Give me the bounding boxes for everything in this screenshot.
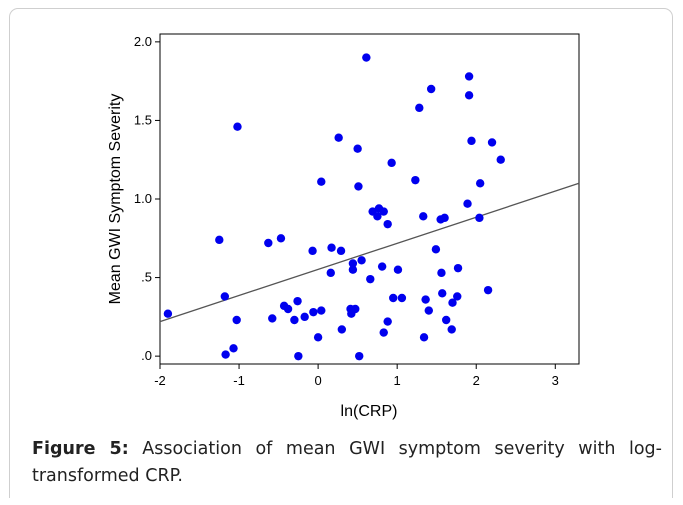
x-tick-label: 0: [314, 373, 321, 388]
data-point: [464, 72, 474, 81]
data-point: [317, 177, 326, 186]
data-point: [383, 219, 392, 229]
y-axis-title: Mean GWI Symptom Severity: [107, 94, 124, 305]
data-point: [373, 212, 382, 221]
x-tick-label: -1: [233, 373, 245, 388]
data-point: [163, 309, 173, 318]
data-points: [163, 53, 505, 361]
data-point: [379, 207, 388, 216]
data-point: [290, 315, 299, 325]
data-point: [448, 298, 457, 307]
y-tick-label: 2.0: [134, 34, 152, 49]
data-point: [415, 103, 424, 113]
data-point: [276, 234, 286, 243]
y-axis: .0 .5 1.0 1.5 2.0: [134, 34, 160, 363]
data-point: [463, 199, 472, 208]
x-axis: -2 -1 0 1 2 3: [154, 364, 559, 388]
data-point: [215, 235, 224, 245]
data-point: [354, 182, 363, 191]
data-point: [389, 293, 398, 303]
x-tick-label: 1: [394, 373, 401, 388]
data-point: [308, 246, 317, 256]
data-point: [419, 333, 429, 342]
regression-line: [159, 182, 580, 323]
data-point: [475, 179, 485, 188]
data-point: [397, 293, 407, 303]
data-point: [268, 314, 277, 323]
data-point: [437, 268, 446, 278]
data-point: [496, 155, 505, 164]
data-point: [283, 304, 293, 314]
data-point: [475, 213, 484, 223]
data-point: [377, 262, 387, 271]
scatter-chart: .0 .5 1.0 1.5 2.0 -2 -1 0 1 2 3 ln(CRP) Mean GWI …: [107, 33, 580, 420]
x-tick-label: -2: [154, 373, 166, 388]
data-point: [313, 333, 323, 342]
data-point: [337, 325, 347, 334]
data-point: [487, 138, 497, 147]
data-point: [387, 158, 396, 168]
data-point: [453, 263, 463, 273]
y-tick-label: 1.5: [134, 112, 152, 127]
data-point: [317, 306, 326, 315]
data-point: [483, 285, 493, 295]
data-point: [220, 292, 230, 301]
plot-area: [159, 33, 580, 365]
data-point: [366, 274, 375, 284]
y-tick-label: .0: [141, 348, 152, 363]
figure-frame: [9, 8, 673, 498]
data-point: [351, 304, 360, 314]
data-point: [357, 256, 366, 265]
x-axis-title: ln(CRP): [341, 403, 398, 420]
data-point: [440, 213, 449, 223]
data-point: [353, 144, 362, 153]
data-point: [362, 53, 371, 62]
data-point: [336, 246, 346, 256]
y-tick-label: .5: [141, 270, 152, 285]
data-point: [379, 328, 388, 337]
data-point: [229, 344, 238, 353]
data-point: [294, 351, 303, 361]
data-point: [453, 292, 462, 301]
data-point: [467, 136, 476, 146]
data-point: [326, 268, 335, 278]
data-point: [426, 84, 436, 94]
data-point: [419, 212, 428, 221]
data-point: [438, 289, 447, 298]
data-point: [383, 317, 392, 326]
data-point: [233, 122, 242, 131]
caption-label: Figure 5:: [32, 439, 129, 459]
data-point: [355, 351, 364, 361]
caption-text: Association of mean GWI symptom severity…: [32, 439, 662, 486]
data-point: [232, 315, 241, 325]
data-point: [464, 91, 474, 100]
data-point: [431, 245, 441, 254]
data-point: [334, 133, 343, 142]
data-point: [441, 315, 451, 325]
data-point: [348, 265, 358, 274]
data-point: [264, 238, 273, 248]
data-point: [447, 325, 456, 334]
figure-caption: Figure 5: Association of mean GWI sympto…: [32, 436, 662, 490]
data-point: [293, 296, 302, 306]
data-point: [300, 312, 309, 322]
data-point: [327, 243, 336, 252]
x-tick-label: 3: [552, 373, 559, 388]
x-tick-label: 2: [473, 373, 480, 388]
data-point: [348, 259, 358, 268]
data-point: [393, 265, 403, 274]
data-point: [221, 350, 230, 359]
data-point: [424, 306, 433, 315]
data-point: [421, 295, 430, 304]
data-point: [411, 175, 420, 185]
y-tick-label: 1.0: [134, 191, 152, 206]
data-point: [309, 307, 318, 317]
